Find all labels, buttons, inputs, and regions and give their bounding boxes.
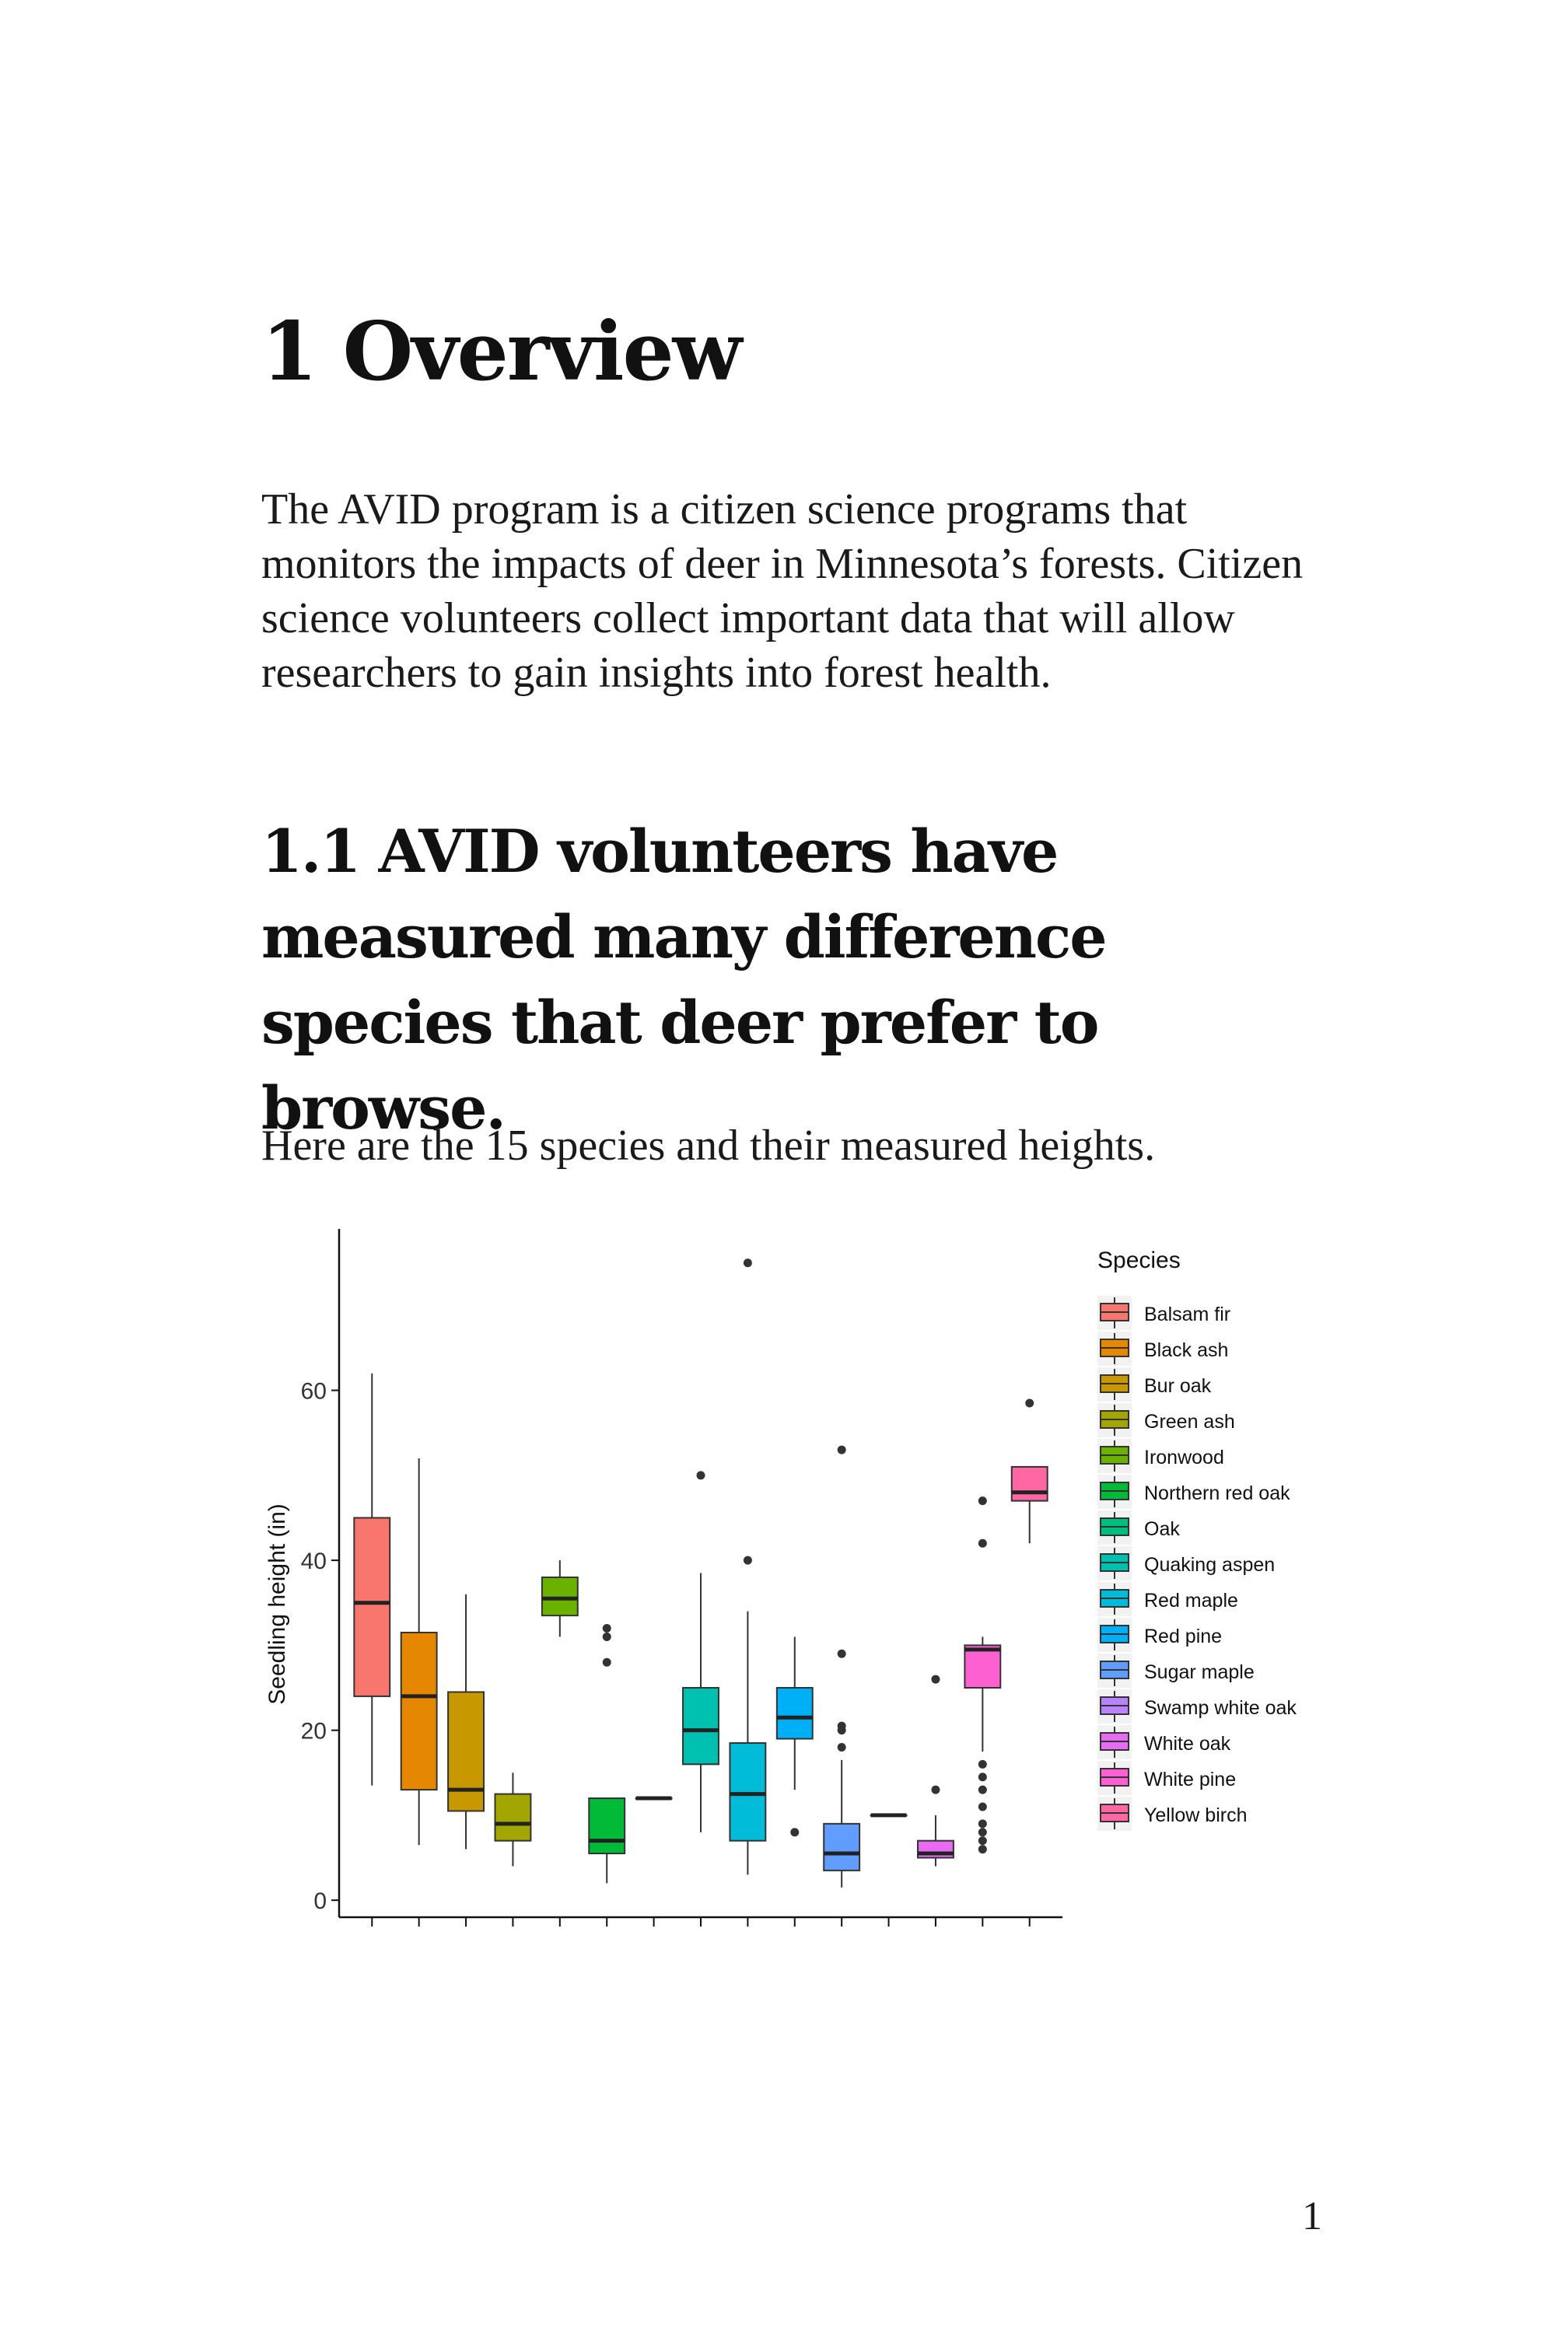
outlier-point: [978, 1785, 987, 1794]
page-number: 1: [1302, 2194, 1322, 2238]
legend-label: Red maple: [1144, 1590, 1238, 1612]
box-ironwood: [541, 1560, 579, 1637]
outlier-point: [978, 1759, 987, 1769]
outlier-point: [978, 1819, 987, 1829]
legend-item: Quaking aspen: [1097, 1546, 1275, 1580]
legend-label: Yellow birch: [1144, 1804, 1247, 1826]
box-bur-oak: [447, 1594, 485, 1850]
box-oak: [635, 1796, 673, 1801]
legend-item: Green ash: [1097, 1403, 1235, 1437]
box-quaking-aspen: [682, 1471, 719, 1832]
box-body: [588, 1797, 626, 1855]
outlier-point: [743, 1258, 752, 1268]
box-swamp-white-oak: [870, 1813, 908, 1818]
outlier-point: [978, 1802, 987, 1811]
legend-label: Ironwood: [1144, 1447, 1224, 1468]
legend-title: Species: [1097, 1248, 1181, 1273]
outlier-point: [931, 1675, 940, 1684]
outlier-point: [978, 1836, 987, 1846]
outlier-point: [1025, 1398, 1034, 1408]
legend-item: White pine: [1097, 1761, 1236, 1795]
legend-item: White oak: [1097, 1725, 1231, 1759]
legend-label: Oak: [1144, 1518, 1180, 1540]
y-tick-label: 20: [301, 1719, 327, 1745]
legend-item: Sugar maple: [1097, 1654, 1255, 1688]
box-body: [823, 1822, 861, 1871]
outlier-point: [978, 1538, 987, 1548]
outlier-point: [837, 1445, 846, 1454]
outlier-point: [602, 1632, 611, 1641]
box-red-maple: [729, 1258, 767, 1875]
outlier-point: [931, 1785, 940, 1794]
box-black-ash: [400, 1458, 438, 1846]
outlier-point: [978, 1845, 987, 1854]
outlier-point: [790, 1828, 800, 1837]
box-body: [447, 1691, 485, 1812]
box-balsam-fir: [353, 1373, 391, 1786]
legend-item: Red pine: [1097, 1618, 1222, 1652]
box-body: [541, 1576, 579, 1617]
legend-item: Oak: [1097, 1510, 1180, 1545]
legend-label: Quaking aspen: [1144, 1554, 1275, 1576]
box-sugar-maple: [823, 1445, 861, 1888]
box-body: [682, 1687, 719, 1766]
outlier-point: [743, 1556, 752, 1565]
box-red-pine: [775, 1636, 814, 1837]
outlier-point: [837, 1721, 846, 1731]
outlier-point: [602, 1624, 611, 1633]
legend-item: Bur oak: [1097, 1367, 1212, 1402]
legend-item: Yellow birch: [1097, 1797, 1247, 1831]
legend-item: Red maple: [1097, 1582, 1238, 1616]
outlier-point: [978, 1828, 987, 1837]
box-yellow-birch: [1010, 1398, 1048, 1544]
y-tick-label: 0: [313, 1888, 327, 1914]
box-green-ash: [494, 1773, 532, 1867]
intro-paragraph: The AVID program is a citizen science pr…: [261, 485, 1304, 697]
legend-label: Green ash: [1144, 1411, 1235, 1433]
legend-item: Black ash: [1097, 1332, 1228, 1366]
y-axis-label: Seedling height (in): [264, 1503, 290, 1705]
lead-paragraph: Here are the 15 species and their measur…: [261, 1122, 1156, 1170]
box-body: [494, 1793, 532, 1842]
box-body: [400, 1631, 438, 1791]
subsection-heading: 1.1 AVID volunteers have measured many d…: [261, 817, 1108, 1143]
outlier-point: [837, 1649, 846, 1658]
box-body: [353, 1517, 391, 1697]
legend-item: Balsam fir: [1097, 1296, 1230, 1330]
box-white-pine: [964, 1496, 1002, 1854]
legend-label: Bur oak: [1144, 1375, 1212, 1397]
box-body: [964, 1644, 1002, 1689]
y-tick-label: 40: [301, 1549, 327, 1574]
section-heading: 1 Overview: [261, 303, 742, 399]
boxplot-chart: 0 20 40 60 Seedling height (in) Species Balsa…: [264, 1229, 1297, 1927]
legend-label: Black ash: [1144, 1339, 1228, 1361]
legend-label: Red pine: [1144, 1626, 1222, 1647]
outlier-point: [837, 1742, 846, 1752]
box-northern-red-oak: [588, 1624, 626, 1884]
legend-label: Northern red oak: [1144, 1482, 1290, 1504]
y-tick-label: 60: [301, 1379, 327, 1405]
legend-label: White pine: [1144, 1769, 1236, 1790]
outlier-point: [602, 1657, 611, 1667]
box-body: [1010, 1465, 1048, 1502]
box-body: [775, 1687, 814, 1740]
box-white-oak: [917, 1675, 954, 1867]
box-body: [729, 1742, 767, 1842]
outlier-point: [978, 1773, 987, 1782]
legend-label: Balsam fir: [1144, 1304, 1230, 1325]
legend-item: Ironwood: [1097, 1439, 1224, 1473]
outlier-point: [978, 1496, 987, 1506]
legend-label: Swamp white oak: [1144, 1697, 1297, 1719]
legend-item: Northern red oak: [1097, 1475, 1290, 1509]
legend-label: White oak: [1144, 1733, 1231, 1755]
legend-item: Swamp white oak: [1097, 1689, 1297, 1724]
outlier-point: [696, 1471, 705, 1480]
legend-label: Sugar maple: [1144, 1661, 1255, 1683]
